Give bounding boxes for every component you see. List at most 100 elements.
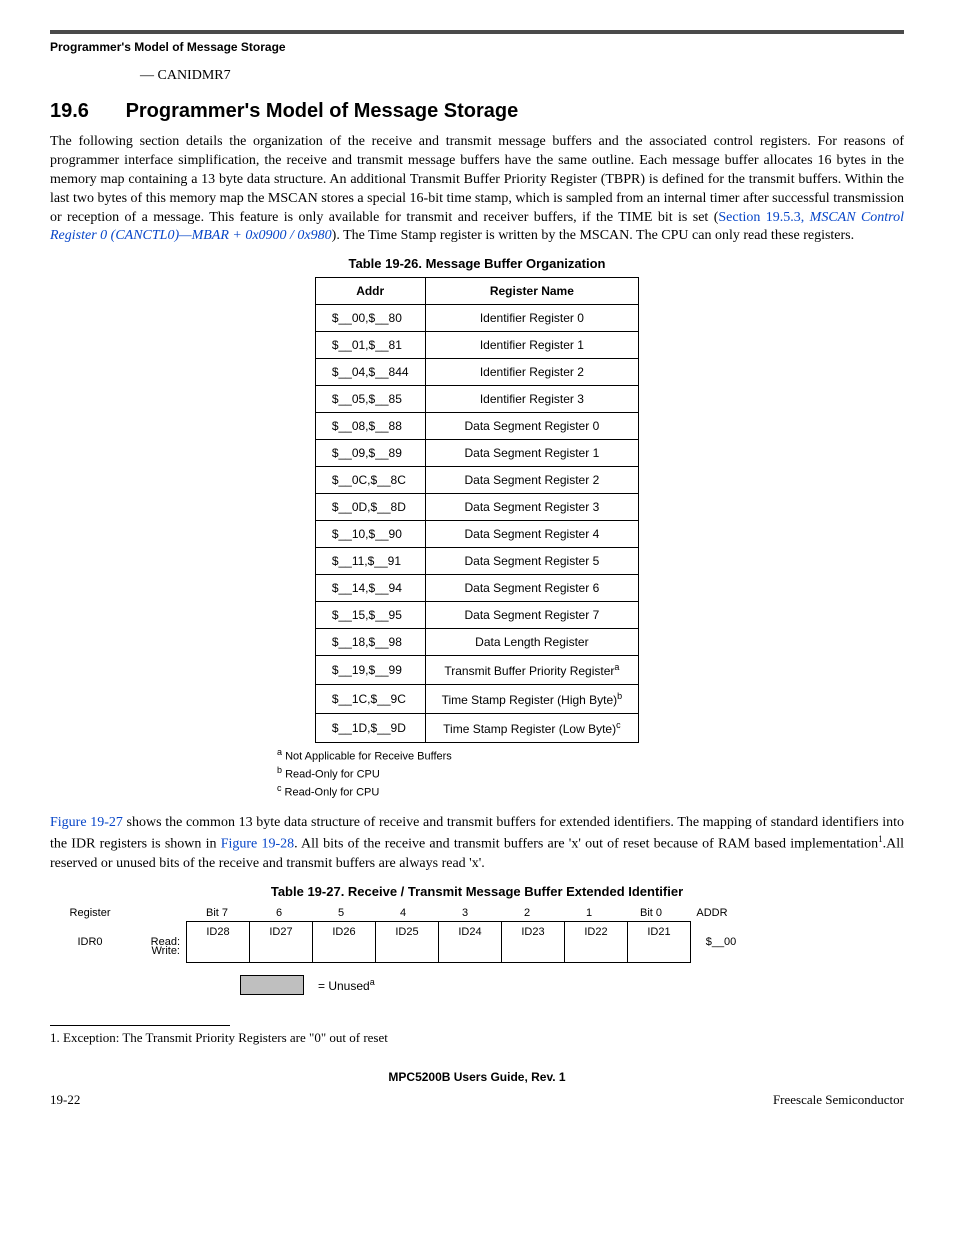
table-row: $__11,$__91Data Segment Register 5: [315, 548, 638, 575]
bit-header: 3: [434, 907, 496, 919]
cell-regname: Data Segment Register 2: [425, 467, 639, 494]
page-footer: 19-22 Freescale Semiconductor: [50, 1092, 904, 1108]
legend: = Unuseda: [240, 975, 904, 995]
footnote: a Not Applicable for Receive Buffers: [277, 747, 677, 763]
list-item-canidmr7: — CANIDMR7: [140, 68, 904, 84]
cell-regname: Data Segment Register 0: [425, 413, 639, 440]
bit-cell-write: [628, 942, 691, 963]
bits-table: ID28ID27ID26ID25ID24ID23ID22ID21: [186, 921, 691, 963]
bit-cell-write: [250, 942, 313, 963]
footnote: c Read-Only for CPU: [277, 783, 677, 799]
table-row: $__01,$__81Identifier Register 1: [315, 332, 638, 359]
doc-id: MPC5200B Users Guide, Rev. 1: [50, 1070, 904, 1084]
col-addr: ADDR: [682, 907, 742, 919]
cell-addr: $__18,$__98: [315, 629, 425, 656]
cell-regname: Time Stamp Register (High Byte)b: [425, 685, 639, 714]
cell-regname: Data Length Register: [425, 629, 639, 656]
table-row: $__14,$__94Data Segment Register 6: [315, 575, 638, 602]
reg-idr0: IDR0: [50, 936, 130, 948]
bits-diagram: Register Bit 7654321Bit 0 ADDR IDR0 Read…: [50, 907, 904, 995]
cell-addr: $__11,$__91: [315, 548, 425, 575]
cell-addr: $__0D,$__8D: [315, 494, 425, 521]
cell-regname: Data Segment Register 1: [425, 440, 639, 467]
cell-addr: $__14,$__94: [315, 575, 425, 602]
page-number: 19-22: [50, 1092, 80, 1108]
cell-addr: $__10,$__90: [315, 521, 425, 548]
footnote: b Read-Only for CPU: [277, 765, 677, 781]
table-19-26: Addr Register Name $__00,$__80Identifier…: [315, 277, 639, 743]
bit-cell-write: [439, 942, 502, 963]
intro-text-b: ). The Time Stamp register is written by…: [332, 228, 854, 243]
col-register: Register: [50, 907, 130, 919]
cell-regname: Identifier Register 0: [425, 305, 639, 332]
table-row: $__10,$__90Data Segment Register 4: [315, 521, 638, 548]
bit-cell-write: [376, 942, 439, 963]
bit-header: 2: [496, 907, 558, 919]
table-row: $__1D,$__9DTime Stamp Register (Low Byte…: [315, 714, 638, 743]
footnote-rule: [50, 1025, 230, 1026]
label-write: Write:: [130, 945, 186, 957]
table-19-26-caption: Table 19-26. Message Buffer Organization: [50, 256, 904, 271]
cell-regname: Transmit Buffer Priority Registera: [425, 656, 639, 685]
bit-header: Bit 7: [186, 907, 248, 919]
table-row: $__15,$__95Data Segment Register 7: [315, 602, 638, 629]
legend-swatch: [240, 975, 304, 995]
cell-addr: $__00,$__80: [315, 305, 425, 332]
bit-cell: ID28: [187, 921, 250, 942]
bit-cell: ID24: [439, 921, 502, 942]
table-row: $__08,$__88Data Segment Register 0: [315, 413, 638, 440]
table-19-26-footnotes: a Not Applicable for Receive Buffers b Re…: [277, 747, 677, 798]
cell-regname: Time Stamp Register (Low Byte)c: [425, 714, 639, 743]
vendor-name: Freescale Semiconductor: [773, 1092, 904, 1108]
cell-regname: Data Segment Register 6: [425, 575, 639, 602]
bit-header: 4: [372, 907, 434, 919]
bit-cell-write: [313, 942, 376, 963]
xref-figure-19-27[interactable]: Figure 19-27: [50, 815, 123, 830]
cell-addr: $__0C,$__8C: [315, 467, 425, 494]
cell-addr: $__04,$__844: [315, 359, 425, 386]
paragraph-2: Figure 19-27 shows the common 13 byte da…: [50, 814, 904, 873]
section-title: Programmer's Model of Message Storage: [126, 100, 519, 122]
page-footnote-1: 1. Exception: The Transmit Priority Regi…: [50, 1030, 904, 1046]
cell-addr: $__08,$__88: [315, 413, 425, 440]
section-heading: 19.6 Programmer's Model of Message Stora…: [50, 100, 904, 123]
table-head-addr: Addr: [315, 278, 425, 305]
xref-section-19-5-3[interactable]: Section 19.5.3,: [718, 210, 804, 225]
bit-header: 5: [310, 907, 372, 919]
bit-header: 6: [248, 907, 310, 919]
cell-addr: $__1C,$__9C: [315, 685, 425, 714]
cell-addr: $__01,$__81: [315, 332, 425, 359]
bit-cell: ID25: [376, 921, 439, 942]
table-row: $__0C,$__8CData Segment Register 2: [315, 467, 638, 494]
cell-addr: $__1D,$__9D: [315, 714, 425, 743]
table-row: $__09,$__89Data Segment Register 1: [315, 440, 638, 467]
bit-header: Bit 0: [620, 907, 682, 919]
cell-addr: $__09,$__89: [315, 440, 425, 467]
intro-paragraph: The following section details the organi…: [50, 133, 904, 246]
cell-regname: Identifier Register 3: [425, 386, 639, 413]
table-row: $__1C,$__9CTime Stamp Register (High Byt…: [315, 685, 638, 714]
bit-cell: ID23: [502, 921, 565, 942]
running-head: Programmer's Model of Message Storage: [50, 40, 904, 54]
bit-cell-write: [187, 942, 250, 963]
table-row: $__0D,$__8DData Segment Register 3: [315, 494, 638, 521]
cell-regname: Data Segment Register 3: [425, 494, 639, 521]
xref-figure-19-28[interactable]: Figure 19-28: [221, 837, 294, 852]
bit-header: 1: [558, 907, 620, 919]
cell-regname: Identifier Register 1: [425, 332, 639, 359]
legend-text: = Unuseda: [318, 977, 375, 993]
table-row: $__19,$__99Transmit Buffer Priority Regi…: [315, 656, 638, 685]
table-19-27-caption: Table 19-27. Receive / Transmit Message …: [50, 884, 904, 899]
bit-cell: ID27: [250, 921, 313, 942]
bit-cell-write: [502, 942, 565, 963]
cell-addr: $__05,$__85: [315, 386, 425, 413]
bit-cell-write: [565, 942, 628, 963]
cell-addr: $__19,$__99: [315, 656, 425, 685]
table-row: $__18,$__98Data Length Register: [315, 629, 638, 656]
bits-header-row: Register Bit 7654321Bit 0 ADDR: [50, 907, 904, 919]
bit-cell: ID22: [565, 921, 628, 942]
top-rule: [50, 30, 904, 34]
section-number: 19.6: [50, 100, 120, 123]
bit-cell: ID21: [628, 921, 691, 942]
addr-idr0: $__00: [691, 936, 751, 948]
